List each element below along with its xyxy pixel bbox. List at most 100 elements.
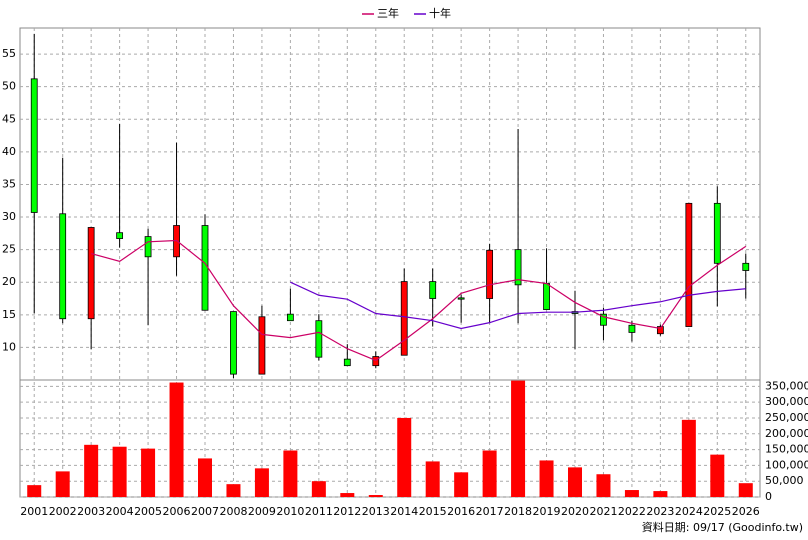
- volume-bar: [738, 483, 753, 497]
- volume-bar: [425, 461, 440, 497]
- volume-bar: [283, 450, 298, 497]
- y2-tick-label: 150,000: [765, 443, 808, 456]
- volume-bar: [539, 460, 554, 497]
- volume-bar: [141, 448, 156, 497]
- candle-body: [59, 213, 67, 320]
- candle-body: [486, 249, 494, 299]
- y-tick-label: 40: [2, 145, 16, 158]
- candle-body: [201, 225, 209, 311]
- y-tick-label: 25: [2, 243, 16, 256]
- y2-tick-label: 200,000: [765, 427, 808, 440]
- volume-bar: [198, 458, 212, 497]
- candle-body: [258, 316, 266, 375]
- candle-body: [628, 324, 636, 333]
- volume-bar: [84, 444, 99, 497]
- y2-tick-label: 50,000: [765, 474, 804, 487]
- volume-bar: [368, 495, 383, 497]
- x-tick-label: 2002: [49, 505, 77, 518]
- x-tick-label: 2022: [618, 505, 646, 518]
- x-tick-label: 2001: [20, 505, 48, 518]
- candle-body: [543, 283, 550, 311]
- volume-bar: [340, 493, 355, 497]
- x-tick-label: 2019: [533, 505, 561, 518]
- x-tick-label: 2020: [561, 505, 589, 518]
- candle-body: [742, 262, 750, 271]
- candle-body: [600, 313, 607, 326]
- x-tick-label: 2010: [276, 505, 304, 518]
- candle-body: [372, 356, 380, 367]
- volume-bar: [311, 481, 326, 497]
- volume-bar: [482, 450, 497, 497]
- volume-bar: [226, 484, 241, 497]
- x-tick-label: 2023: [646, 505, 674, 518]
- candle-body: [315, 320, 323, 358]
- candle-body: [400, 281, 408, 356]
- y2-tick-label: 0: [765, 490, 772, 503]
- y2-tick-label: 300,000: [765, 395, 808, 408]
- volume-bar: [681, 419, 696, 497]
- y-tick-label: 10: [2, 340, 16, 353]
- volume-bar: [454, 472, 469, 497]
- candle-body: [286, 313, 294, 322]
- x-tick-label: 2015: [419, 505, 447, 518]
- volume-bar: [27, 485, 42, 497]
- plot-frame: [19, 27, 761, 498]
- candle-body: [429, 281, 437, 299]
- volume-bar: [397, 417, 412, 497]
- volume-bar: [596, 474, 611, 497]
- y-tick-label: 45: [2, 112, 16, 125]
- y-tick-label: 55: [2, 47, 16, 60]
- y-tick-label: 35: [2, 177, 16, 190]
- x-tick-label: 2017: [476, 505, 504, 518]
- y-tick-label: 50: [2, 80, 16, 93]
- x-tick-label: 2021: [589, 505, 617, 518]
- x-tick-label: 2005: [134, 505, 162, 518]
- x-tick-label: 2011: [305, 505, 333, 518]
- line-series: [90, 239, 747, 362]
- volume-bar: [254, 468, 269, 497]
- candle-body: [514, 249, 522, 286]
- legend-label: 三年: [377, 6, 399, 20]
- volume-bar: [55, 471, 70, 497]
- y2-tick-label: 250,000: [765, 411, 808, 424]
- candle-body: [144, 236, 152, 258]
- candle-body: [116, 232, 124, 239]
- candle-body: [30, 78, 38, 213]
- y-tick-label: 30: [2, 210, 16, 223]
- y2-tick-label: 100,000: [765, 458, 808, 471]
- y2-tick-label: 350,000: [765, 379, 808, 392]
- candle-body: [656, 326, 664, 335]
- volume-bar: [169, 382, 184, 497]
- candle-body: [713, 202, 721, 264]
- volume-bar: [653, 491, 668, 497]
- volume-bar: [112, 446, 127, 497]
- y-tick-label: 20: [2, 275, 16, 288]
- x-tick-label: 2014: [390, 505, 418, 518]
- line-series: [290, 281, 746, 330]
- volume-bar: [568, 467, 582, 497]
- x-tick-label: 2007: [191, 505, 219, 518]
- x-tick-label: 2004: [106, 505, 134, 518]
- x-tick-label: 2026: [732, 505, 760, 518]
- x-tick-label: 2003: [77, 505, 105, 518]
- x-tick-label: 2016: [447, 505, 475, 518]
- legend-label: 十年: [429, 6, 451, 20]
- candle-body: [87, 227, 95, 320]
- candle-body: [343, 358, 351, 367]
- x-tick-label: 2025: [703, 505, 731, 518]
- x-tick-label: 2008: [219, 505, 247, 518]
- candle-body: [230, 311, 237, 375]
- volume-bar: [624, 490, 639, 497]
- x-tick-label: 2018: [504, 505, 532, 518]
- volume-bar: [710, 454, 725, 497]
- footer: 資料日期: 09/17 (Goodinfo.tw): [642, 520, 803, 534]
- candle-body: [457, 297, 465, 300]
- volume-bar: [511, 380, 526, 497]
- x-tick-label: 2012: [333, 505, 361, 518]
- x-tick-label: 2009: [248, 505, 276, 518]
- x-tick-label: 2013: [362, 505, 390, 518]
- x-tick-label: 2006: [163, 505, 191, 518]
- x-tick-label: 2024: [675, 505, 703, 518]
- y-tick-label: 15: [2, 308, 16, 321]
